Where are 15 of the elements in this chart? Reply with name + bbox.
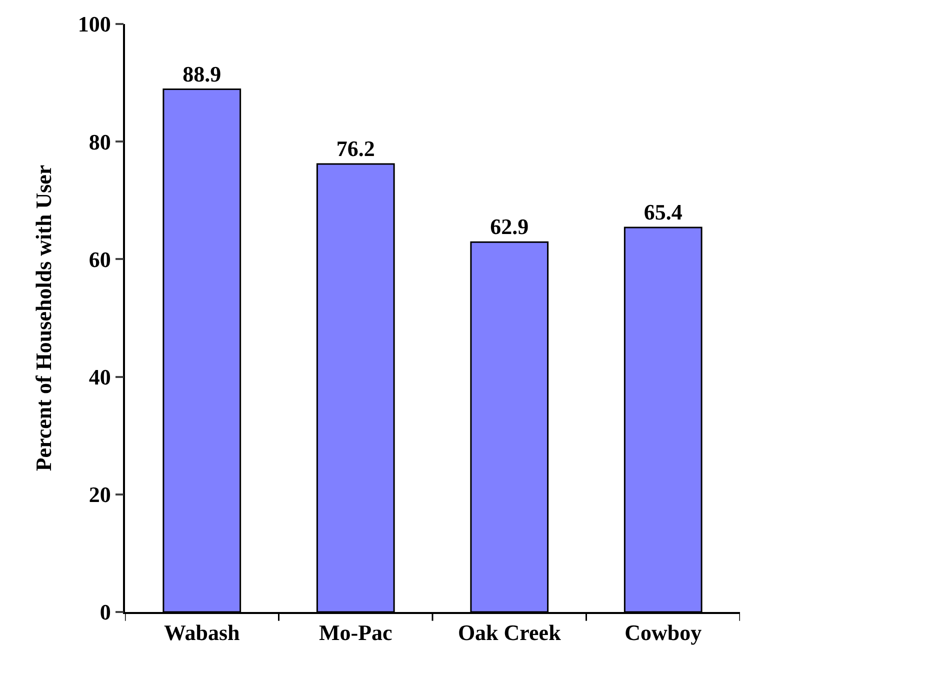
data-label: 62.9: [490, 214, 529, 240]
y-tick-label: 40: [88, 364, 111, 390]
y-tick-label: 0: [100, 600, 111, 625]
data-label: 65.4: [644, 199, 682, 224]
y-tick-label: 80: [88, 129, 111, 154]
y-tick-label: 100: [78, 12, 111, 37]
x-tick-label: Oak Creek: [458, 620, 562, 646]
x-tick-label: Mo-Pac: [318, 620, 393, 646]
data-label: 88.9: [182, 61, 222, 86]
data-label: 76.2: [336, 136, 375, 161]
x-tick-label: Cowboy: [624, 620, 702, 646]
y-axis-title: Percent of Households with User: [31, 164, 56, 472]
x-tick-label: Wabash: [164, 620, 240, 646]
y-tick-label: 20: [88, 482, 111, 508]
y-tick-label: 60: [88, 246, 111, 272]
